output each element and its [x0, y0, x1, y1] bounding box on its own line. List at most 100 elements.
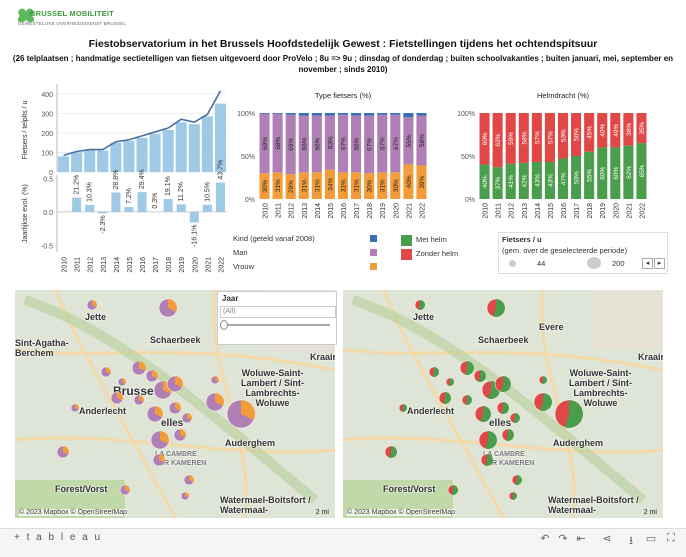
- chart2-xtick: 2015: [127, 257, 134, 273]
- year-filter-title: Jaar: [222, 294, 238, 303]
- chart3-xtick: 2019: [380, 203, 387, 219]
- chart2-xtick: 2012: [88, 257, 95, 273]
- undo-icon[interactable]: ↶: [538, 532, 552, 545]
- chart3-data-label: 66%: [301, 137, 308, 150]
- chart4-data-label: 43%: [547, 174, 554, 187]
- share-icon[interactable]: ⋖: [600, 532, 614, 545]
- chart3-data-label: 31%: [301, 179, 308, 192]
- chart2-data-label: -16.1%: [191, 225, 198, 247]
- year-filter: Jaar (All): [217, 291, 337, 345]
- chart1-bar: [136, 138, 147, 172]
- year-filter-track[interactable]: [222, 324, 330, 326]
- chart2-bar: [137, 192, 146, 212]
- chart4-data-label: 43%: [534, 174, 541, 187]
- chart3-data-label: 30%: [393, 179, 400, 192]
- chart2-xtick: 2022: [218, 257, 225, 273]
- chart4-data-label: 35%: [639, 121, 646, 134]
- chart3-data-label: 31%: [341, 179, 348, 192]
- chart3-title: Type fietsers (%): [315, 91, 372, 100]
- chart1-ylabel: Fietsers / telplts / u: [22, 101, 29, 160]
- chart3-data-label: 31%: [314, 179, 321, 192]
- chart3-bar-2: [273, 113, 283, 114]
- chart2-bar: [216, 183, 225, 212]
- download-icon[interactable]: ⭳: [624, 532, 638, 551]
- map-right-attribution[interactable]: © 2023 Mapbox © OpenStreetMap: [347, 509, 455, 516]
- size-legend-subtitle: (gem. over de geselecteerde periode): [502, 246, 627, 255]
- chart4-data-label: 59%: [508, 132, 515, 145]
- chart3-ytick: 0%: [245, 197, 255, 204]
- size-max-circle: [587, 257, 601, 269]
- tableau-logo[interactable]: + t a b l e a u: [14, 532, 102, 543]
- legend-vrouw-swatch[interactable]: [370, 263, 377, 270]
- chart2-xtick: 2017: [153, 257, 160, 273]
- chart2-bar: [85, 205, 94, 212]
- chart3-bar-2: [390, 113, 400, 115]
- year-filter-handle[interactable]: [220, 320, 228, 330]
- chart4-data-label: 42%: [521, 174, 528, 187]
- legend-met-swatch[interactable]: [401, 235, 412, 246]
- chart1-ytick: 200: [41, 131, 53, 138]
- helm-legend: Met helm Zonder helm: [400, 234, 490, 264]
- chart4-data-label: 55%: [587, 169, 594, 182]
- chart2-bar: [190, 212, 199, 223]
- size-prev-icon[interactable]: ◂: [642, 258, 653, 269]
- chart1-ytick: 400: [41, 92, 53, 99]
- chart1-bar: [150, 134, 161, 172]
- chart2-xtick: 2011: [75, 257, 82, 272]
- chart2-data-label: 29.4%: [139, 169, 146, 189]
- chart3-bar-2: [351, 113, 361, 116]
- chart3-xtick: 2015: [328, 203, 335, 219]
- chart4-ytick: 100%: [457, 111, 475, 118]
- comment-icon[interactable]: ▭: [644, 532, 658, 545]
- map-right[interactable]: Jette Evere Schaerbeek Kraain Woluwe-Sai…: [343, 290, 663, 518]
- chart4-data-label: 58%: [521, 131, 528, 144]
- chart4-data-label: 41%: [508, 175, 515, 188]
- chart3-bar-2: [364, 113, 374, 116]
- legend-vrouw-label: Vrouw: [233, 262, 254, 271]
- size-min-label: 44: [537, 259, 545, 268]
- chart3-data-label: 67%: [393, 137, 400, 150]
- chart4-title: Helmdracht (%): [537, 91, 590, 100]
- chart1-bar: [58, 156, 69, 172]
- chart4-xtick: 2019: [600, 203, 607, 219]
- chart3-ytick: 100%: [237, 111, 255, 118]
- chart1-bar: [71, 152, 82, 172]
- chart1-bar: [84, 151, 95, 172]
- chart3-data-label: 55%: [406, 134, 413, 147]
- chart2-data-label: 0.3%: [152, 193, 159, 209]
- map-left-attribution[interactable]: © 2023 Mapbox © OpenStreetMap: [19, 509, 127, 516]
- chart3-data-label: 58%: [419, 134, 426, 147]
- legend-zonder-swatch[interactable]: [401, 249, 412, 260]
- legend-kind-swatch[interactable]: [370, 235, 377, 242]
- legend-man-swatch[interactable]: [370, 249, 377, 256]
- chart1-bar: [202, 116, 213, 172]
- size-legend: Fietsers / u (gem. over de geselecteerde…: [498, 232, 668, 274]
- chart2-bar: [98, 212, 107, 214]
- chart4-data-label: 63%: [495, 133, 502, 146]
- chart3-data-label: 30%: [262, 179, 269, 192]
- chart3-data-label: 69%: [288, 138, 295, 151]
- redo-icon[interactable]: ↷: [556, 532, 570, 545]
- chart4-xtick: 2015: [548, 203, 555, 219]
- chart3-xtick: 2018: [367, 203, 374, 219]
- chart4-data-label: 60%: [600, 166, 607, 179]
- revert-icon[interactable]: ⇤: [574, 532, 588, 545]
- chart1-bar: [189, 124, 200, 172]
- chart4-data-label: 62%: [626, 166, 633, 179]
- year-filter-value[interactable]: (All): [220, 306, 336, 318]
- chart3-bar-2: [338, 113, 348, 115]
- fullscreen-icon[interactable]: ⛶: [664, 532, 678, 545]
- size-min-circle: [509, 260, 516, 267]
- chart4-xtick: 2022: [639, 203, 646, 219]
- chart4-data-label: 47%: [561, 172, 568, 185]
- chart4-xtick: 2011: [496, 203, 503, 218]
- chart4-data-label: 40%: [482, 175, 489, 188]
- size-next-icon[interactable]: ▸: [654, 258, 665, 269]
- chart3-xtick: 2013: [302, 203, 309, 219]
- chart4-xtick: 2010: [483, 203, 490, 219]
- chart2-xtick: 2021: [205, 257, 212, 273]
- chart2-ytick: 0.5: [43, 176, 53, 183]
- map-right-pies[interactable]: [343, 290, 663, 518]
- chart2-data-label: 7.2%: [126, 188, 133, 204]
- chart1-bar: [110, 143, 121, 172]
